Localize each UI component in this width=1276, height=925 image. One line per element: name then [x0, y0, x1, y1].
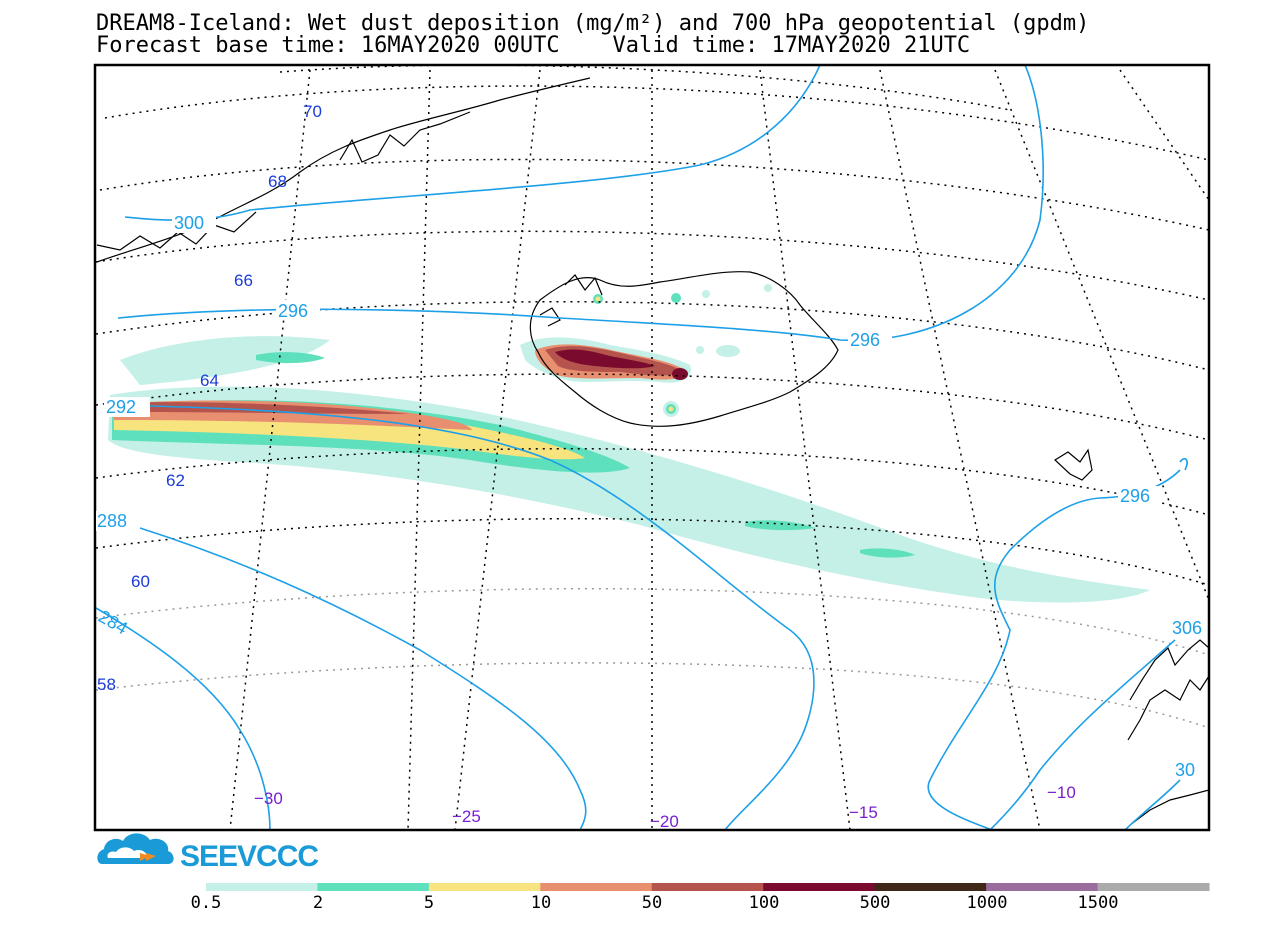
- lon-label-30: −30: [254, 789, 283, 808]
- iso-label-296-east: 296: [850, 330, 880, 350]
- map-subtitle: Forecast base time: 16MAY2020 00UTC Vali…: [96, 33, 971, 58]
- lat-label-58: 58: [97, 675, 116, 694]
- colorbar-swatch: [206, 883, 318, 891]
- cloud-icon: [97, 833, 174, 864]
- colorbar-label-4: 50: [642, 893, 662, 913]
- geopotential-contours: [95, 65, 1188, 830]
- colorbar-swatch: [1097, 883, 1210, 891]
- colorbar-labels: 0.5 2 5 10 50 100 500 1000 1500: [191, 893, 1119, 913]
- lon-label-10: −10: [1047, 783, 1076, 802]
- colorbar-swatch: [428, 883, 541, 891]
- dust-plume: [108, 284, 1150, 603]
- lat-label-70: 70: [303, 102, 322, 121]
- colorbar-label-6: 500: [860, 893, 891, 913]
- colorbar: [206, 883, 1210, 891]
- colorbar-label-8: 1500: [1078, 893, 1119, 913]
- lon-label-25: −25: [452, 807, 481, 826]
- lat-label-62: 62: [166, 471, 185, 490]
- lat-label-60: 60: [131, 572, 150, 591]
- seevccc-logo: SEEVCCC: [97, 833, 319, 873]
- lat-label-68: 68: [268, 172, 287, 191]
- iso-label-292: 292: [106, 397, 136, 417]
- colorbar-swatch: [651, 883, 764, 891]
- iso-label-300: 300: [174, 213, 204, 233]
- colorbar-swatch: [317, 883, 430, 891]
- iso-label-296-west: 296: [278, 301, 308, 321]
- lon-label-20: −20: [650, 812, 679, 831]
- colorbar-swatch: [763, 883, 876, 891]
- map-frame: [93, 63, 1211, 832]
- colorbar-label-7: 1000: [967, 893, 1008, 913]
- longitude-labels: −30 −25 −20 −15 −10: [254, 783, 1076, 831]
- colorbar-label-2: 5: [424, 893, 434, 913]
- latitude-labels: 70 68 66 64 62 60 58: [97, 102, 322, 694]
- lat-label-66: 66: [234, 271, 253, 290]
- iso-label-296-southeast: 296: [1120, 486, 1150, 506]
- map-title: DREAM8-Iceland: Wet dust deposition (mg/…: [96, 11, 1090, 36]
- lon-label-15: −15: [849, 803, 878, 822]
- map-area: [95, 65, 1209, 830]
- lat-label-64: 64: [200, 371, 219, 390]
- longitude-lines: [229, 69, 1209, 830]
- colorbar-label-5: 100: [749, 893, 780, 913]
- logo-text: SEEVCCC: [180, 840, 318, 873]
- geopotential-labels: 300 296 296 292 296 288 284 306 30: [95, 213, 1202, 780]
- colorbar-swatch: [986, 883, 1099, 891]
- iso-label-288: 288: [97, 511, 127, 531]
- colorbar-swatch: [874, 883, 987, 891]
- colorbar-swatch: [540, 883, 653, 891]
- latitude-lines: [95, 65, 1209, 729]
- colorbar-label-3: 10: [531, 893, 551, 913]
- colorbar-label-0: 0.5: [191, 893, 222, 913]
- iso-label-30: 30: [1175, 760, 1195, 780]
- colorbar-label-1: 2: [313, 893, 323, 913]
- iso-label-306: 306: [1172, 618, 1202, 638]
